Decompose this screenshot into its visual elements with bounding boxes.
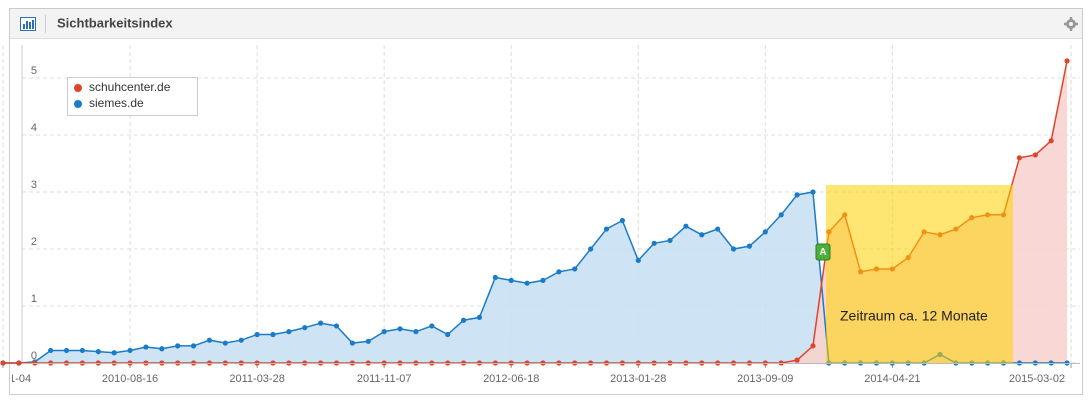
data-point <box>810 343 816 349</box>
x-tick-label: 2013-01-28 <box>610 373 666 385</box>
data-point <box>429 323 435 329</box>
data-point <box>159 346 165 352</box>
data-point <box>460 317 467 323</box>
data-point <box>190 343 197 349</box>
data-point <box>79 347 86 354</box>
y-tick-label: 1 <box>31 293 37 305</box>
settings-icon[interactable] <box>1064 17 1078 31</box>
data-point <box>635 257 641 263</box>
legend-marker <box>74 100 82 108</box>
data-point <box>381 329 387 335</box>
data-point <box>476 314 483 320</box>
x-tick-label: 2012-06-18 <box>483 373 539 385</box>
x-tick-label: 2014-04-21 <box>864 373 920 385</box>
data-point <box>143 344 149 350</box>
data-point <box>1016 155 1023 161</box>
data-point <box>810 189 816 195</box>
data-point <box>667 237 673 244</box>
data-point <box>603 226 610 232</box>
y-tick-label: 4 <box>31 122 37 134</box>
y-tick-label: 2 <box>31 236 37 248</box>
x-tick-label: 2011-11-07 <box>357 373 412 385</box>
annotation: Zeitraum ca. 12 Monate <box>840 308 988 324</box>
series-area <box>3 192 1068 363</box>
data-point <box>238 337 244 343</box>
x-tick-label: 2011-03-28 <box>229 373 284 385</box>
data-point <box>302 325 308 331</box>
chart-title: Sichtbarkeitsindex <box>57 15 173 30</box>
y-tick-label: 3 <box>31 179 37 191</box>
data-point <box>222 340 228 346</box>
legend: schuhcenter.de siemes.de <box>67 77 198 116</box>
data-point <box>778 212 784 218</box>
data-point <box>572 266 578 272</box>
data-point <box>333 323 340 329</box>
data-point <box>651 240 657 246</box>
x-tick-label: 2010-01-04 <box>0 373 31 385</box>
legend-box <box>67 77 198 116</box>
chart-icon <box>20 17 36 31</box>
data-point <box>794 357 800 363</box>
data-point <box>318 320 324 326</box>
data-point <box>413 329 419 335</box>
data-point <box>349 340 355 346</box>
data-point <box>0 360 6 366</box>
data-point <box>508 277 514 283</box>
y-tick-label: 5 <box>31 65 37 77</box>
annotation: A <box>819 247 826 258</box>
data-point <box>270 331 276 338</box>
data-point <box>365 338 371 344</box>
x-axis-labels: 2010-01-04 2010-08-16 2011-03-28 2011-11-07… <box>0 373 1065 385</box>
data-point <box>715 226 721 232</box>
data-point <box>95 349 101 355</box>
data-point <box>524 280 530 286</box>
data-point <box>794 192 800 198</box>
data-point <box>699 232 705 238</box>
data-point <box>48 347 54 354</box>
x-tick-label: 2010-08-16 <box>102 373 158 385</box>
x-tick-label: 2015-03-02 <box>1009 373 1065 385</box>
legend-label: schuhcenter.de <box>89 80 171 94</box>
data-point <box>445 331 451 338</box>
data-point <box>619 217 625 224</box>
data-point <box>730 246 737 252</box>
data-point <box>127 347 133 354</box>
data-point <box>175 343 181 349</box>
data-point <box>746 243 753 249</box>
data-point <box>540 277 546 283</box>
y-tick-label: 0 <box>31 350 37 362</box>
data-point <box>111 350 117 356</box>
data-point <box>556 269 562 275</box>
data-point <box>16 360 22 366</box>
annotation-flag <box>815 243 831 261</box>
data-point <box>63 347 70 354</box>
data-point <box>492 274 498 281</box>
data-point <box>286 329 292 335</box>
data-point <box>397 326 403 332</box>
data-point <box>206 337 213 343</box>
data-point <box>254 331 260 338</box>
data-point <box>1064 58 1070 64</box>
data-point <box>762 229 768 235</box>
data-point <box>1048 138 1054 144</box>
highlight-period <box>826 185 1013 363</box>
data-point <box>588 246 594 252</box>
panel-header <box>10 9 1082 38</box>
data-point <box>1032 152 1038 158</box>
legend-marker <box>74 84 82 92</box>
legend-label: siemes.de <box>89 96 144 110</box>
data-point <box>683 223 689 229</box>
x-tick-label: 2013-09-09 <box>737 373 793 385</box>
